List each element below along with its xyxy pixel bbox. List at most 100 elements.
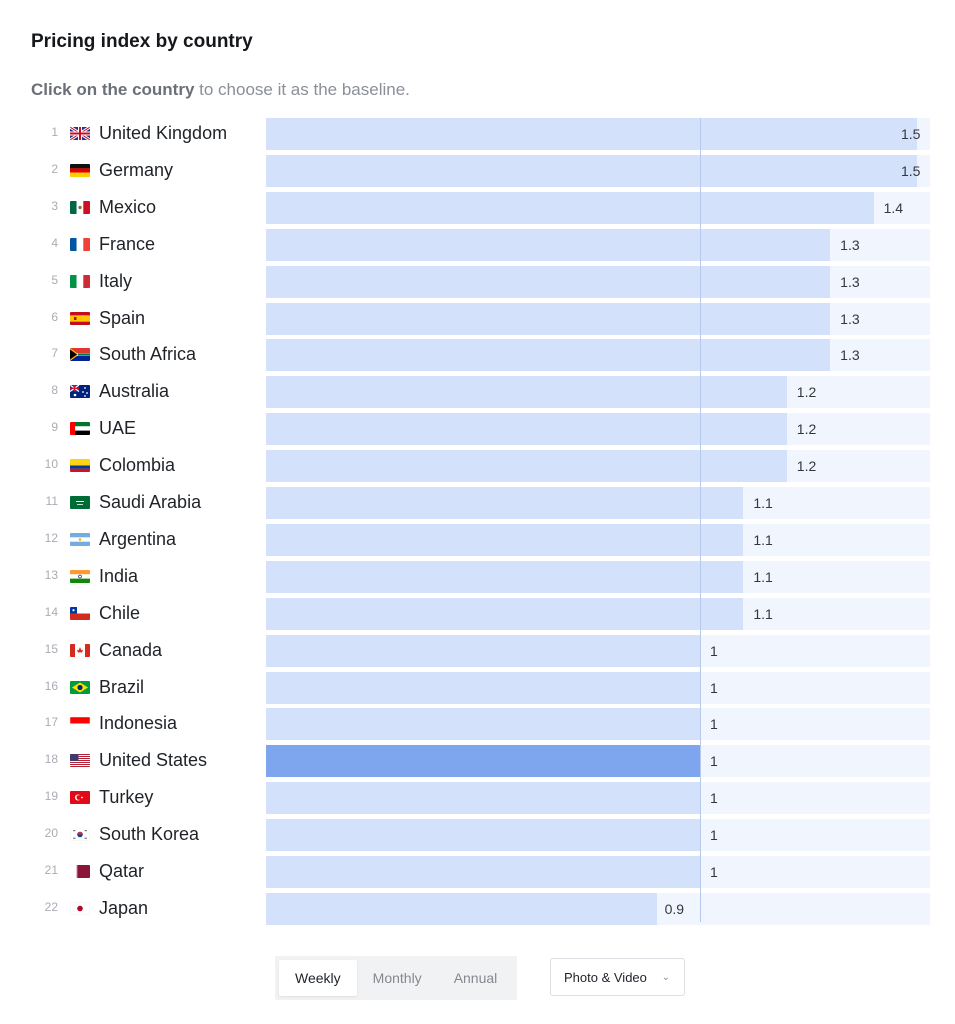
country-label: Turkey bbox=[99, 787, 154, 808]
bar-track: 1 bbox=[266, 745, 930, 778]
index-bar bbox=[266, 856, 700, 888]
bar-track: 1.1 bbox=[266, 597, 930, 630]
country-row[interactable]: 8 Australia 1.2 bbox=[0, 376, 955, 409]
country-label: South Africa bbox=[99, 344, 197, 365]
country-rank: 15 bbox=[44, 641, 58, 656]
country-row[interactable]: 6 Spain 1.3 bbox=[0, 302, 955, 335]
bar-track: 1.2 bbox=[266, 413, 930, 446]
bar-track: 1 bbox=[266, 819, 930, 852]
country-row[interactable]: 16 Brazil 1 bbox=[0, 671, 955, 704]
country-row[interactable]: 19 Turkey 1 bbox=[0, 782, 955, 815]
country-row[interactable]: 1 United Kingdom 1.5 bbox=[0, 118, 955, 150]
country-row[interactable]: 7 South Africa 1.3 bbox=[0, 339, 955, 372]
sa-flag-icon bbox=[70, 496, 90, 509]
country-label: Spain bbox=[99, 307, 146, 328]
index-bar bbox=[266, 782, 700, 815]
country-label: Colombia bbox=[99, 455, 176, 476]
country-row[interactable]: 15 Canada 1 bbox=[0, 634, 955, 667]
bar-track: 1.5 bbox=[266, 154, 930, 187]
country-rank: 21 bbox=[44, 863, 58, 877]
country-row[interactable]: 2 Germany 1.5 bbox=[0, 154, 955, 187]
country-row[interactable]: 4 France 1.3 bbox=[0, 228, 955, 261]
bar-value-label: 1.1 bbox=[753, 568, 773, 585]
period-annual-button[interactable]: Annual bbox=[453, 970, 498, 986]
country-row[interactable]: 13 India 1.1 bbox=[0, 560, 955, 593]
index-bar bbox=[266, 523, 744, 556]
bar-value-label: 1.3 bbox=[840, 347, 860, 364]
bar-value-label: 1.3 bbox=[840, 310, 860, 327]
bar-value-label: 1 bbox=[709, 753, 718, 770]
country-label: Brazil bbox=[99, 676, 145, 697]
bar-track: 1 bbox=[266, 708, 930, 741]
bar-value-label: 1.1 bbox=[753, 531, 773, 548]
country-row[interactable]: 5 Italy 1.3 bbox=[0, 265, 955, 298]
za-flag-icon bbox=[70, 348, 90, 362]
country-label: Chile bbox=[99, 602, 141, 623]
index-bar bbox=[266, 708, 700, 741]
tr-flag-icon bbox=[70, 791, 90, 805]
index-bar bbox=[266, 413, 787, 446]
country-row[interactable]: 11 Saudi Arabia 1.1 bbox=[0, 487, 955, 519]
bar-track: 1 bbox=[266, 671, 930, 704]
country-row[interactable]: 22 Japan 0.9 bbox=[0, 892, 955, 925]
index-bar bbox=[266, 154, 917, 187]
category-select[interactable]: Photo & Video ⌄ bbox=[550, 958, 685, 996]
bar-track: 1.3 bbox=[266, 302, 930, 335]
bar-value-label: 1.5 bbox=[900, 126, 921, 142]
subtitle-emphasis: Click on the country bbox=[31, 80, 195, 99]
country-label: Germany bbox=[99, 159, 174, 180]
country-rank: 4 bbox=[51, 235, 58, 250]
country-rank: 13 bbox=[44, 567, 58, 582]
country-bar-list: 1 United Kingdom 1.5 2 Germany 1.5 3 Mexico 1.4 4… bbox=[0, 118, 955, 925]
bar-value-label: 1 bbox=[709, 827, 718, 844]
country-row[interactable]: 10 Colombia 1.2 bbox=[0, 450, 955, 483]
country-row[interactable]: 3 Mexico 1.4 bbox=[0, 191, 955, 224]
country-row[interactable]: 18 United States 1 bbox=[0, 745, 955, 778]
bar-track: 0.9 bbox=[266, 892, 930, 925]
country-row[interactable]: 20 South Korea 1 bbox=[0, 819, 955, 852]
country-row[interactable]: 12 Argentina 1.1 bbox=[0, 523, 955, 556]
country-label: Mexico bbox=[99, 196, 157, 217]
bar-value-label: 1 bbox=[709, 679, 718, 696]
period-weekly-button[interactable]: Weekly bbox=[279, 960, 357, 996]
id-flag-icon bbox=[70, 717, 90, 731]
ar-flag-icon bbox=[70, 532, 90, 546]
ca-flag-icon bbox=[70, 643, 90, 657]
country-label: United States bbox=[99, 750, 208, 771]
chevron-down-icon: ⌄ bbox=[661, 972, 670, 983]
country-label: Canada bbox=[99, 639, 163, 660]
bar-value-label: 1 bbox=[709, 790, 718, 807]
country-row[interactable]: 9 UAE 1.2 bbox=[0, 413, 955, 446]
country-label: India bbox=[99, 565, 139, 586]
bar-value-label: 1.4 bbox=[883, 199, 904, 216]
bar-value-label: 1 bbox=[709, 716, 718, 733]
country-row[interactable]: 21 Qatar 1 bbox=[0, 856, 955, 888]
gb-flag-icon bbox=[70, 127, 90, 140]
period-monthly-button[interactable]: Monthly bbox=[372, 970, 422, 986]
country-row[interactable]: 14 Chile 1.1 bbox=[0, 597, 955, 630]
qa-flag-icon bbox=[70, 865, 90, 878]
us-flag-icon bbox=[70, 754, 90, 768]
country-label: UAE bbox=[99, 418, 137, 439]
de-flag-icon bbox=[70, 163, 90, 177]
country-rank: 1 bbox=[51, 125, 58, 139]
bar-value-label: 1.5 bbox=[900, 162, 921, 179]
country-rank: 18 bbox=[44, 752, 58, 767]
country-rank: 8 bbox=[51, 383, 58, 398]
bar-track: 1.1 bbox=[266, 560, 930, 593]
index-bar bbox=[266, 191, 874, 224]
index-bar bbox=[266, 634, 700, 667]
country-rank: 9 bbox=[51, 420, 58, 435]
country-rank: 5 bbox=[51, 272, 58, 287]
country-rank: 19 bbox=[44, 789, 58, 804]
bar-track: 1.5 bbox=[266, 118, 930, 150]
country-rank: 14 bbox=[44, 604, 58, 619]
bar-track: 1.2 bbox=[266, 450, 930, 483]
category-select-value: Photo & Video bbox=[564, 970, 647, 985]
index-bar bbox=[266, 265, 831, 298]
bar-value-label: 1.3 bbox=[840, 236, 860, 253]
country-row[interactable]: 17 Indonesia 1 bbox=[0, 708, 955, 741]
country-label: Italy bbox=[99, 270, 133, 291]
index-bar bbox=[266, 450, 787, 483]
chart-subtitle: Click on the country to choose it as the… bbox=[31, 80, 410, 100]
